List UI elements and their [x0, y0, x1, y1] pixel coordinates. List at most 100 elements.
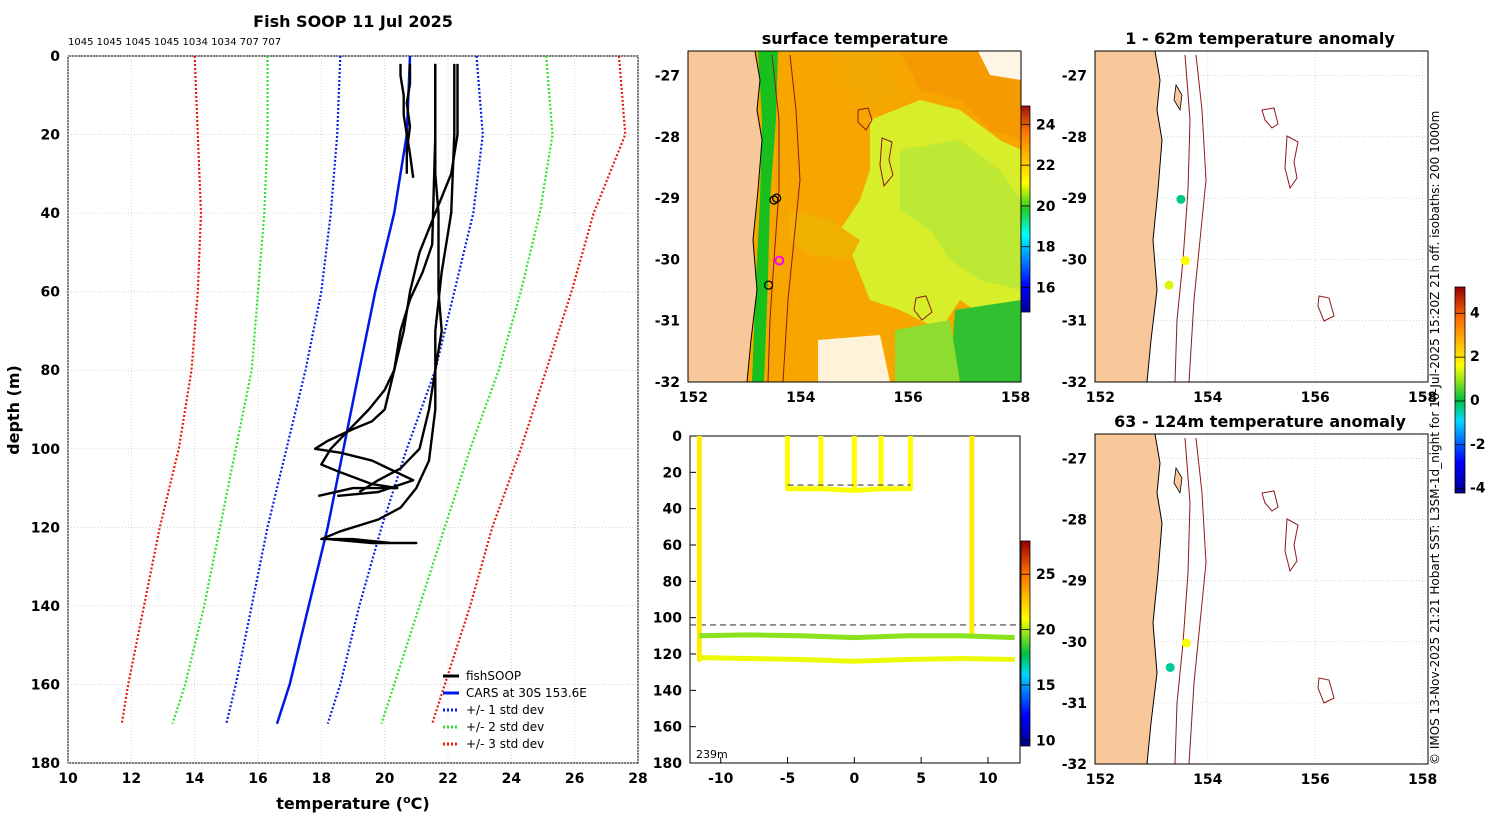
- map-lon-tick: 152: [1086, 772, 1115, 788]
- std1-low-line: [225, 56, 342, 724]
- map-lat-tick: -32: [655, 375, 680, 391]
- seamount-contour: [1284, 135, 1299, 190]
- map-lon-tick: 156: [1301, 772, 1330, 788]
- seamount-contour: [1261, 107, 1279, 129]
- vs-time-y-tick: 60: [663, 538, 683, 554]
- profile-tick-labels: 10 12 14 16 18 20 22 24 26 28 0 20 40 60 80 100 120 140 16…: [31, 49, 648, 787]
- seamount-contour: [1317, 295, 1335, 322]
- profile-x-tick: 22: [438, 771, 457, 787]
- anomaly-deep-frame: [1094, 433, 1429, 765]
- vs-time-x-tick: 5: [916, 771, 926, 787]
- surface-map-title: surface temperature: [762, 29, 949, 48]
- sst-colorbar-label: 20: [1036, 199, 1056, 215]
- cars-mean-line: [275, 56, 412, 725]
- vs-time-x-tick: -5: [780, 771, 796, 787]
- surface-map-markers: [763, 193, 785, 290]
- map-lat-tick: -32: [1062, 757, 1087, 773]
- profile-x-tick: 20: [375, 771, 395, 787]
- legend-std2: +/- 2 std dev: [466, 720, 544, 734]
- vs-time-x-tick: 10: [978, 771, 998, 787]
- profile-x-tick: 10: [58, 771, 78, 787]
- profile-x-tick: 14: [185, 771, 205, 787]
- seamount-contour: [1317, 677, 1335, 704]
- vs-time-y-tick: 100: [653, 611, 682, 627]
- map-lon-tick: 154: [1193, 772, 1222, 788]
- surface-temp-map: surface temperature 16 18 20 22 24 152 154 156…: [655, 29, 1056, 406]
- land-mass: [1095, 51, 1163, 382]
- vs-time-y-tick: 120: [653, 647, 682, 663]
- sst-colorbar-ticks: 16 18 20 22 24: [1021, 117, 1056, 297]
- sst-warm-patch: [790, 210, 860, 260]
- isobath-200m: [1174, 437, 1191, 764]
- profile-x-tick: 16: [248, 771, 267, 787]
- vs-time-y-tick: 160: [653, 720, 682, 736]
- fishsoop-profile-line: [313, 63, 437, 498]
- anomaly-point: [1181, 638, 1191, 648]
- vs-time-colorbar-label: 10: [1036, 733, 1056, 749]
- anomaly-point: [1164, 280, 1174, 290]
- seamount-contour: [1284, 518, 1299, 573]
- island: [1173, 83, 1183, 112]
- map-lon-tick: 158: [1001, 390, 1030, 406]
- anomaly-deep-ticks: 152 154 156 158 -27 -28 -29 -30 -31 -32: [1062, 451, 1438, 788]
- anomaly-point: [1165, 662, 1175, 672]
- profile-y-tick: 60: [41, 285, 61, 301]
- vs-time-tow: [699, 632, 1015, 641]
- std3-high-line: [431, 56, 627, 725]
- profile-axes-frame: [67, 55, 639, 764]
- fishsoop-profile-line: [405, 63, 412, 174]
- vs-time-depth-label: 239m: [696, 748, 728, 761]
- vs-time-tow: [787, 486, 911, 493]
- vs-time-y-tick: 180: [653, 756, 682, 772]
- anomaly-deep-points: [1165, 638, 1191, 672]
- map-lon-tick: 154: [786, 390, 815, 406]
- sst-colorbar-label: 24: [1036, 117, 1056, 133]
- sst-warm-patch: [830, 51, 900, 110]
- std2-low-line: [171, 56, 269, 725]
- seamount-contour: [913, 295, 933, 321]
- map-lat-tick: -28: [1062, 513, 1087, 529]
- anomaly-colorbar-label: -4: [1470, 481, 1486, 497]
- sst-cool-patch: [900, 140, 1021, 290]
- profile-panel: 10 12 14 16 18 20 22 24 26 28 0 20 40 60 80 100 120 140 16…: [4, 12, 648, 813]
- map-lat-tick: -31: [1062, 314, 1087, 330]
- anomaly-colorbar-label: 2: [1470, 349, 1480, 365]
- profile-x-tick: 28: [628, 771, 647, 787]
- isobath-200m: [767, 54, 780, 382]
- vs-time-colorbar-ticks: 10 15 20 25: [1021, 567, 1056, 749]
- isobath-1000m: [782, 54, 801, 382]
- profile-x-tick: 26: [565, 771, 584, 787]
- vs-time-colorbar-label: 25: [1036, 567, 1055, 583]
- sst-cloud-gap: [818, 335, 890, 382]
- vs-time-x-tick: -10: [708, 771, 734, 787]
- seamount-contour: [857, 107, 873, 131]
- anomaly-map-shallow: 1 - 62m temperature anomaly 152 154 156 158…: [1062, 29, 1438, 406]
- std1-high-line: [326, 56, 484, 725]
- map-lat-tick: -30: [1062, 252, 1088, 268]
- profile-header-counts: 1045 1045 1045 1045 1034 1034 707 707: [68, 37, 281, 48]
- surface-map-marker: [763, 280, 774, 290]
- std3-low-line: [120, 56, 203, 724]
- map-lat-tick: -29: [1062, 191, 1087, 207]
- profile-y-tick: 20: [41, 128, 61, 144]
- land-mass: [1095, 434, 1163, 764]
- anomaly-colorbar-ticks: -4 -2 0 2 4: [1455, 305, 1486, 497]
- map-lon-tick: 158: [1408, 772, 1437, 788]
- anomaly-colorbar-label: 0: [1470, 393, 1480, 409]
- anomaly-shallow-points: [1164, 194, 1190, 290]
- anomaly-shallow-title: 1 - 62m temperature anomaly: [1125, 29, 1395, 48]
- map-lat-tick: -27: [1062, 451, 1087, 467]
- map-lon-tick: 152: [1086, 390, 1115, 406]
- anomaly-colorbar: [1454, 286, 1466, 494]
- sst-cool-patch: [950, 300, 1021, 382]
- profile-y-tick: 0: [50, 49, 60, 65]
- map-lat-tick: -29: [655, 191, 680, 207]
- profile-y-tick: 180: [31, 756, 60, 772]
- surface-map-ticks: 152 154 156 158 -27 -28 -29 -30 -31 -32: [655, 69, 1031, 406]
- vs-time-y-tick: 0: [672, 429, 682, 445]
- surface-map-marker: [771, 193, 782, 203]
- seamount-contour: [1261, 490, 1279, 512]
- surface-map-marker: [769, 195, 779, 205]
- profile-y-tick: 100: [31, 442, 60, 458]
